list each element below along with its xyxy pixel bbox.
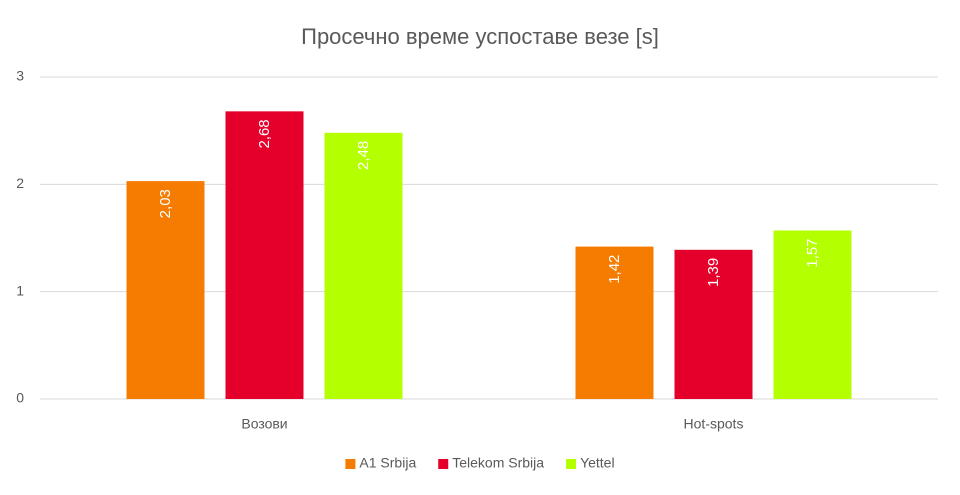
legend-label: Yettel [580, 455, 615, 471]
bar [225, 111, 304, 399]
x-tick-label: Hot-spots [684, 416, 744, 432]
value-label: 2,68 [256, 119, 273, 148]
value-label: 1,57 [804, 238, 821, 267]
value-label: 1,42 [606, 255, 623, 284]
legend-label: Telekom Srbija [452, 455, 544, 471]
chart-title: Просечно време успоставе везе [s] [301, 24, 659, 49]
y-tick-label: 2 [16, 175, 24, 191]
value-label: 2,03 [157, 189, 174, 218]
bar [324, 132, 403, 399]
bar [773, 230, 852, 399]
bar [674, 249, 753, 399]
legend-swatch [566, 459, 577, 469]
bar [126, 181, 205, 399]
y-tick-label: 0 [16, 390, 24, 406]
x-tick-label: Возови [241, 416, 287, 432]
y-tick-label: 3 [16, 68, 24, 84]
value-label: 2,48 [355, 141, 372, 170]
y-tick-label: 1 [16, 282, 24, 298]
legend-swatch [438, 459, 449, 469]
value-label: 1,39 [705, 258, 722, 287]
bar [575, 246, 654, 399]
legend-label: A1 Srbija [359, 455, 416, 471]
legend-swatch [345, 459, 356, 469]
